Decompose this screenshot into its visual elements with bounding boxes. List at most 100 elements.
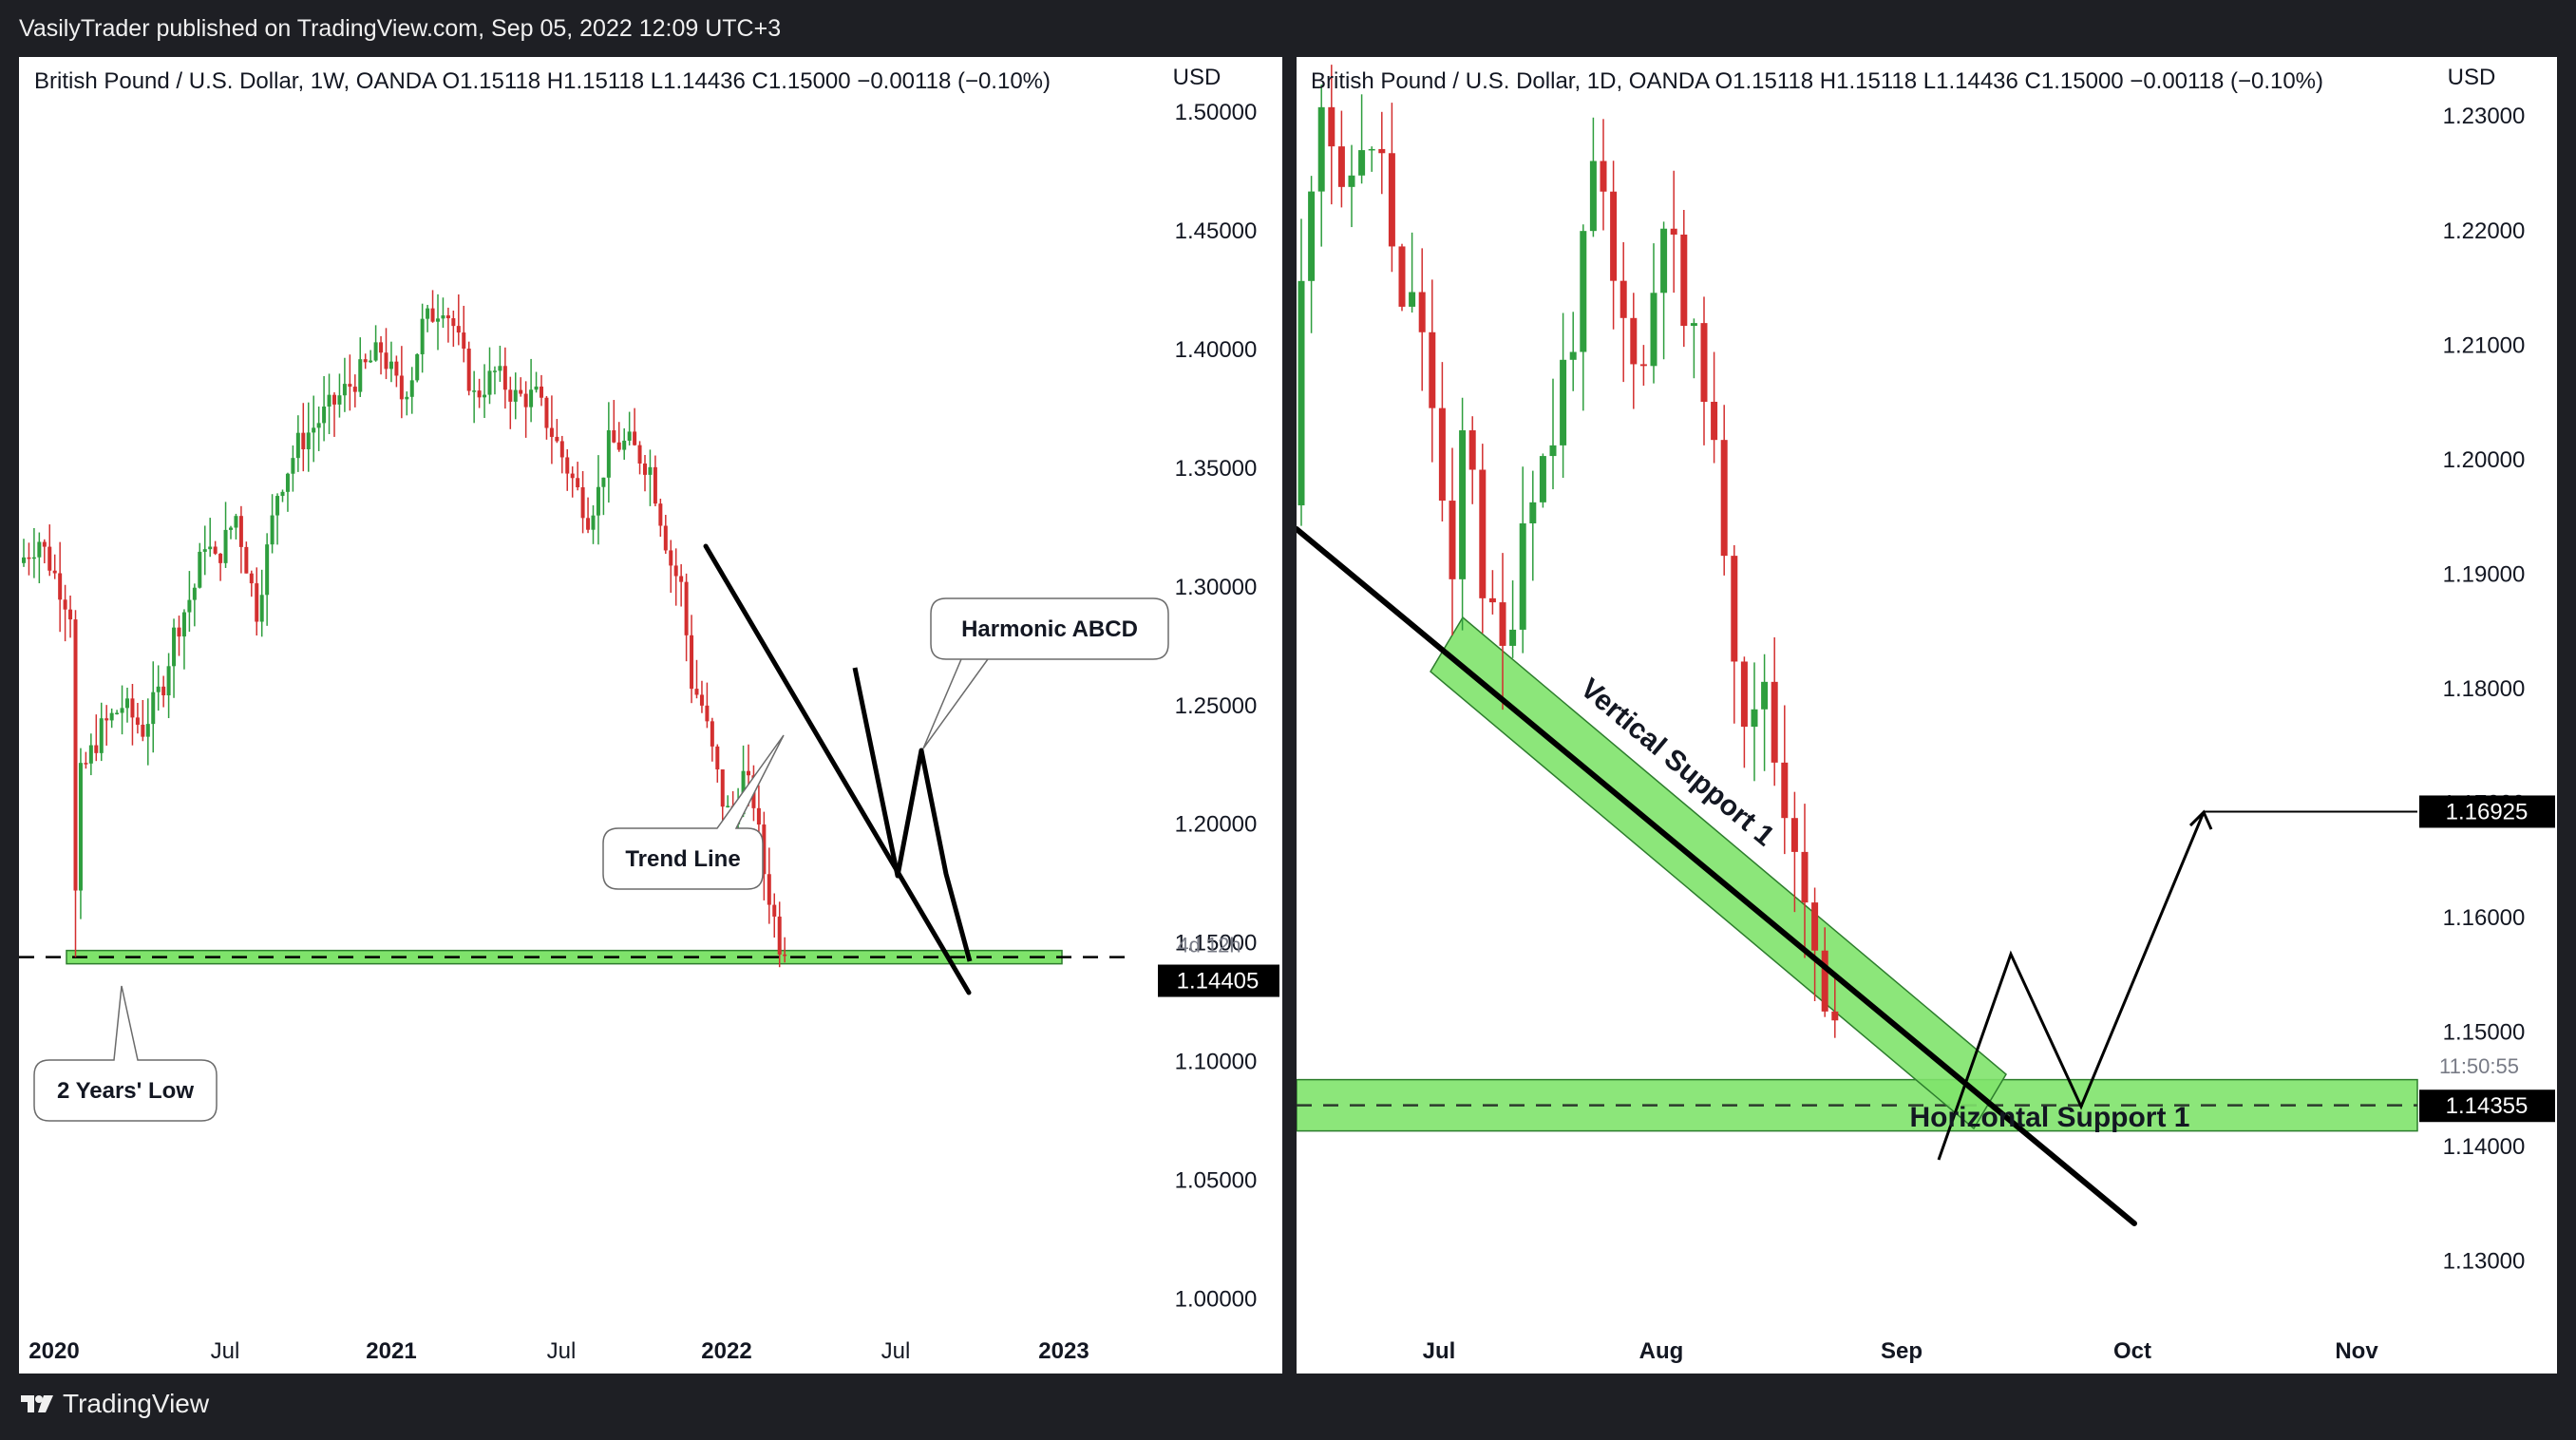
daily-last-price-tag	[2419, 1089, 2555, 1123]
daily-last-price-text: 1.14355	[2446, 1093, 2529, 1119]
weekly-chart-panel[interactable]: 1.00000 1.05000 1.10000 1.15000 1.20000 1.250…	[19, 57, 1282, 1374]
daily-candle-body	[1468, 430, 1476, 470]
daily-candle-body	[1781, 762, 1789, 819]
weekly-candle-body	[234, 516, 238, 528]
weekly-candle-body	[255, 583, 259, 622]
weekly-candle-body	[198, 551, 202, 588]
daily-target-price-text: 1.16925	[2446, 799, 2529, 824]
trend-line-callout[interactable]	[602, 734, 785, 890]
weekly-candle-body	[37, 541, 42, 558]
daily-candle-body	[1700, 323, 1708, 403]
weekly-candle-body	[477, 390, 482, 398]
weekly-candle-body	[352, 387, 357, 392]
weekly-candle-body	[622, 440, 627, 450]
weekly-candle-body	[238, 516, 243, 547]
weekly-candle-body	[145, 724, 150, 737]
daily-candle-body	[1459, 430, 1467, 579]
daily-candle-body	[1509, 629, 1517, 646]
vertical-support-zone	[1430, 616, 2007, 1130]
daily-candle-body	[1680, 234, 1688, 327]
daily-candle-body	[1670, 228, 1677, 235]
weekly-candle-body	[658, 503, 663, 526]
weekly-candle-body	[52, 570, 57, 574]
daily-time-tick: Sep	[1881, 1338, 1923, 1364]
weekly-candle-body	[379, 342, 384, 353]
daily-time-tick: Nov	[2335, 1338, 2378, 1364]
weekly-chart[interactable]: 1.00000 1.05000 1.10000 1.15000 1.20000 1.250…	[19, 57, 1282, 1374]
weekly-candle-body	[213, 546, 218, 554]
weekly-candle-body	[120, 708, 124, 713]
weekly-candle-body	[441, 315, 445, 319]
weekly-candle-body	[456, 326, 461, 333]
daily-candle-body	[1589, 161, 1597, 232]
daily-price-tick: 1.13000	[2443, 1249, 2526, 1275]
weekly-candle-body	[172, 627, 177, 667]
daily-target-price-tag	[2419, 795, 2555, 828]
weekly-candle-body	[694, 689, 699, 695]
daily-candle-body	[1630, 317, 1638, 365]
weekly-candle-body	[492, 370, 497, 372]
daily-candle-body	[1619, 280, 1627, 318]
weekly-last-price-text: 1.14405	[1177, 969, 1260, 995]
weekly-candle-body	[555, 436, 559, 442]
weekly-price-tick: 1.45000	[1175, 218, 1258, 244]
two-years-low-label: 2 Years' Low	[57, 1078, 194, 1104]
harmonic-abcd-label: Harmonic ABCD	[961, 616, 1138, 642]
daily-candle-body	[1449, 501, 1456, 579]
weekly-candle-body	[653, 466, 657, 504]
weekly-candle-body	[388, 361, 393, 369]
weekly-candle-body	[715, 746, 720, 770]
weekly-candle-body	[68, 609, 73, 620]
weekly-last-price-tag	[1158, 964, 1279, 997]
weekly-candle-body	[104, 718, 109, 721]
daily-candle-body	[1690, 323, 1697, 327]
weekly-candle-body	[648, 466, 653, 475]
daily-candle-body	[1751, 709, 1758, 728]
daily-candle-body	[1368, 148, 1375, 151]
weekly-candle-body	[244, 546, 249, 574]
weekly-candle-body	[415, 353, 420, 381]
footer-bar	[0, 1374, 2576, 1440]
weekly-candle-body	[327, 394, 331, 407]
weekly-candle-body	[451, 318, 456, 327]
weekly-candle-body	[772, 904, 777, 917]
weekly-candle-body	[549, 427, 554, 437]
weekly-candle-body	[316, 423, 321, 428]
daily-candle-body	[1801, 851, 1809, 903]
weekly-chart-legend: British Pound / U.S. Dollar, 1W, OANDA O…	[34, 68, 1051, 94]
daily-price-tick: 1.23000	[2443, 104, 2526, 129]
weekly-candle-body	[559, 441, 564, 458]
weekly-candle-body	[540, 386, 543, 398]
weekly-candle-body	[358, 359, 363, 392]
two-years-low-callout[interactable]	[33, 985, 218, 1122]
daily-candle-body	[1429, 332, 1436, 408]
harmonic-abcd-callout[interactable]	[922, 597, 1169, 749]
weekly-candle-body	[291, 458, 295, 474]
daily-candle-body	[1418, 292, 1426, 332]
weekly-candle-body	[275, 496, 280, 516]
weekly-time-tick: Jul	[547, 1338, 577, 1364]
daily-candle-body	[1560, 359, 1567, 445]
weekly-candle-body	[177, 627, 181, 637]
weekly-candle-body	[726, 805, 730, 807]
weekly-candle-body	[42, 541, 47, 547]
weekly-candle-body	[280, 491, 285, 497]
daily-price-tick: 1.16000	[2443, 905, 2526, 931]
weekly-candle-body	[348, 384, 352, 388]
weekly-candle-body	[405, 396, 409, 400]
daily-chart-panel[interactable]: 1.130001.140001.150001.160001.170001.180…	[1297, 57, 2557, 1374]
panel-divider	[1282, 57, 1297, 1374]
daily-chart[interactable]: 1.130001.140001.150001.160001.170001.180…	[1297, 57, 2557, 1374]
weekly-candle-body	[627, 431, 632, 441]
weekly-candle-body	[462, 332, 466, 350]
weekly-candle-body	[669, 550, 673, 566]
weekly-candle-body	[445, 315, 450, 319]
weekly-candle-body	[544, 397, 549, 428]
weekly-candle-body	[409, 380, 414, 397]
tradingview-logo[interactable]: TradingView	[19, 1389, 209, 1419]
weekly-candle-body	[22, 557, 26, 563]
daily-candle-body	[1488, 597, 1496, 603]
weekly-candle-body	[466, 349, 471, 391]
weekly-candle-body	[679, 576, 684, 582]
projected-price-path	[1937, 811, 2206, 1161]
